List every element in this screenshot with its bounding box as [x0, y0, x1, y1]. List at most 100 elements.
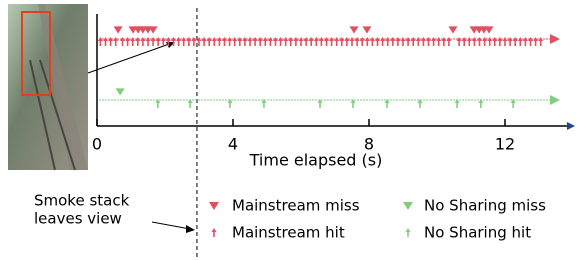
annotation-arrow — [152, 222, 190, 229]
miss-marker — [350, 26, 359, 33]
hit-marker — [248, 37, 253, 46]
legend: Mainstream miss Mainstream hit No Sharin… — [232, 197, 546, 242]
hit-marker — [477, 37, 482, 46]
hit-marker — [103, 37, 108, 46]
x-axis-label: Time elapsed (s) — [249, 151, 383, 170]
hit-marker — [146, 37, 151, 46]
hit-marker — [421, 37, 426, 46]
timeline-arrowhead — [550, 34, 560, 44]
hit-marker — [370, 37, 375, 46]
hit-marker — [431, 37, 436, 46]
legend-symbol — [209, 202, 219, 210]
hit-marker — [176, 37, 181, 46]
legend-symbol — [406, 228, 411, 237]
hit-marker — [416, 37, 421, 46]
miss-marker — [448, 26, 457, 33]
legend-symbol — [403, 202, 413, 210]
hit-marker — [528, 37, 533, 46]
hit-marker — [299, 37, 304, 46]
hit-marker — [513, 37, 518, 46]
hit-marker — [304, 37, 309, 46]
hit-marker — [478, 99, 483, 108]
hit-marker — [227, 37, 232, 46]
hit-marker — [207, 37, 212, 46]
hit-marker — [339, 37, 344, 46]
hit-marker — [288, 37, 293, 46]
hit-marker — [268, 37, 273, 46]
hit-marker — [188, 99, 193, 108]
hit-marker — [334, 37, 339, 46]
hit-marker — [329, 37, 334, 46]
hit-marker — [314, 37, 319, 46]
hit-marker — [130, 37, 135, 46]
hit-marker — [253, 37, 258, 46]
hit-marker — [436, 37, 441, 46]
hit-marker — [263, 37, 268, 46]
hit-marker — [293, 37, 298, 46]
hit-marker — [113, 37, 118, 46]
hit-marker — [492, 37, 497, 46]
hit-marker — [365, 37, 370, 46]
hit-marker — [151, 37, 156, 46]
hit-marker — [518, 37, 523, 46]
legend-label: Mainstream hit — [232, 224, 345, 242]
hit-marker — [258, 37, 263, 46]
hit-marker — [426, 37, 431, 46]
hit-marker — [467, 37, 472, 46]
x-tick-label: 4 — [228, 135, 238, 154]
x-axis-arrowhead — [567, 122, 575, 130]
legend-label: Mainstream miss — [232, 197, 360, 215]
hit-marker — [385, 37, 390, 46]
hit-marker — [212, 37, 217, 46]
annotation-arrowhead — [186, 225, 195, 233]
hit-marker — [446, 37, 451, 46]
hit-marker — [462, 37, 467, 46]
hit-marker — [344, 37, 349, 46]
hit-marker — [237, 37, 242, 46]
miss-marker — [362, 26, 371, 33]
hit-marker — [202, 37, 207, 46]
hit-marker — [242, 37, 247, 46]
annotation: leaves view — [34, 210, 122, 228]
hit-marker — [380, 37, 385, 46]
hit-marker — [533, 37, 538, 46]
legend-label: No Sharing hit — [424, 224, 531, 242]
hit-marker — [401, 37, 406, 46]
camera-frame — [8, 4, 88, 170]
hit-marker — [538, 37, 543, 46]
callout-arrow — [88, 43, 172, 73]
hit-marker — [120, 37, 125, 46]
hit-marker — [457, 37, 462, 46]
hit-marker — [278, 37, 283, 46]
hit-marker — [441, 37, 446, 46]
hit-marker — [140, 37, 145, 46]
miss-marker — [116, 88, 125, 95]
x-tick-label: 12 — [495, 135, 515, 154]
hit-marker — [232, 37, 237, 46]
hit-marker — [411, 37, 416, 46]
hit-marker — [482, 37, 487, 46]
hit-marker — [523, 37, 528, 46]
hit-marker — [186, 37, 191, 46]
x-tick-label: 8 — [364, 135, 374, 154]
hit-marker — [161, 37, 166, 46]
hit-marker — [360, 37, 365, 46]
hit-marker — [406, 37, 411, 46]
hit-marker — [455, 99, 460, 108]
hit-marker — [472, 37, 477, 46]
annotation: Smoke stack — [34, 192, 130, 210]
hit-marker — [283, 37, 288, 46]
hit-marker — [375, 37, 380, 46]
hit-marker — [350, 37, 355, 46]
hit-marker — [497, 37, 502, 46]
hit-marker — [98, 37, 103, 46]
hit-marker — [191, 37, 196, 46]
hit-marker — [319, 37, 324, 46]
legend-symbol — [212, 228, 217, 237]
hit-marker — [222, 37, 227, 46]
hit-marker — [355, 37, 360, 46]
hit-marker — [135, 37, 140, 46]
hit-marker — [390, 37, 395, 46]
legend-label: No Sharing miss — [424, 197, 546, 215]
x-tick-label: 0 — [92, 135, 102, 154]
